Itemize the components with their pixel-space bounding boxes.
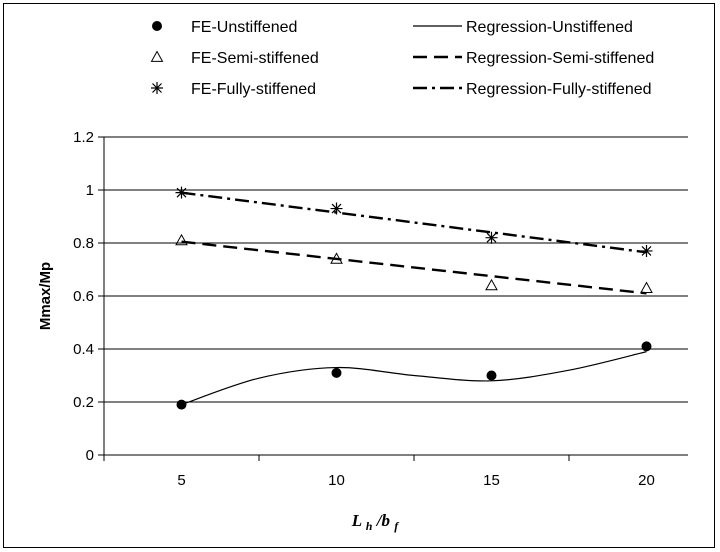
y-tick-label-5: 1	[86, 182, 94, 199]
regression-line-regression-fully-stiffened	[181, 191, 647, 254]
x-axis-label: L h /b f	[351, 511, 399, 534]
y-tick-label-3: 0.6	[73, 288, 94, 305]
y-axis-label: Mmax/Mp	[37, 262, 54, 330]
point-fe-fully-stiffened-15	[485, 231, 498, 244]
legend-label-regression-semi-stiffened: Regression-Semi-stiffened	[466, 50, 654, 67]
x-tick-label-20: 20	[638, 472, 655, 489]
legend-marker-fe-semi-stiffened	[150, 50, 164, 62]
legend-label-fe-semi-stiffened: FE-Semi-stiffened	[191, 50, 319, 67]
point-fe-unstiffened-10	[331, 367, 342, 378]
point-fe-fully-stiffened-5	[175, 186, 188, 199]
x-tick-label-15: 15	[483, 472, 500, 489]
x-tick-label-5: 5	[177, 472, 185, 489]
x-axis-label-subscript-f: f	[394, 519, 399, 533]
x-tick-label-10: 10	[328, 472, 345, 489]
point-fe-unstiffened-20	[641, 341, 652, 352]
point-fe-semi-stiffened-20	[640, 281, 653, 293]
regression-line-regression-semi-stiffened	[181, 240, 647, 295]
point-fe-unstiffened-5	[176, 399, 187, 410]
point-fe-unstiffened-15	[486, 370, 497, 381]
legend: FE-Unstiffened FE-Semi-stiffened FE-Full…	[150, 19, 654, 98]
point-fe-semi-stiffened-10	[330, 252, 343, 264]
legend-label-fe-fully-stiffened: FE-Fully-stiffened	[191, 81, 316, 98]
legend-marker-fe-fully-stiffened	[151, 82, 163, 94]
y-tick-label-6: 1.2	[73, 129, 94, 146]
legend-label-regression-unstiffened: Regression-Unstiffened	[466, 19, 633, 36]
point-fe-semi-stiffened-5	[175, 233, 188, 246]
chart-frame	[3, 3, 715, 548]
x-axis-label-subscript-h: h	[366, 519, 373, 533]
plot-area: 0 0.2 0.4 0.6 0.8 1 1.2 5 10 15 20	[73, 129, 688, 489]
point-fe-semi-stiffened-15	[485, 278, 498, 291]
legend-marker-fe-unstiffened	[152, 21, 162, 31]
point-fe-fully-stiffened-20	[640, 244, 653, 257]
regression-line-regression-unstiffened	[181, 351, 647, 406]
legend-label-fe-unstiffened: FE-Unstiffened	[191, 19, 297, 36]
y-tick-label-2: 0.4	[73, 341, 94, 358]
x-axis-label-main: L	[351, 511, 362, 530]
y-tick-label-1: 0.2	[73, 394, 94, 411]
point-fe-fully-stiffened-10	[330, 202, 343, 215]
legend-label-regression-fully-stiffened: Regression-Fully-stiffened	[466, 81, 652, 98]
y-tick-label-0: 0	[86, 447, 94, 464]
y-tick-label-4: 0.8	[73, 235, 94, 252]
x-axis-label-slash-b: /b	[375, 511, 390, 530]
